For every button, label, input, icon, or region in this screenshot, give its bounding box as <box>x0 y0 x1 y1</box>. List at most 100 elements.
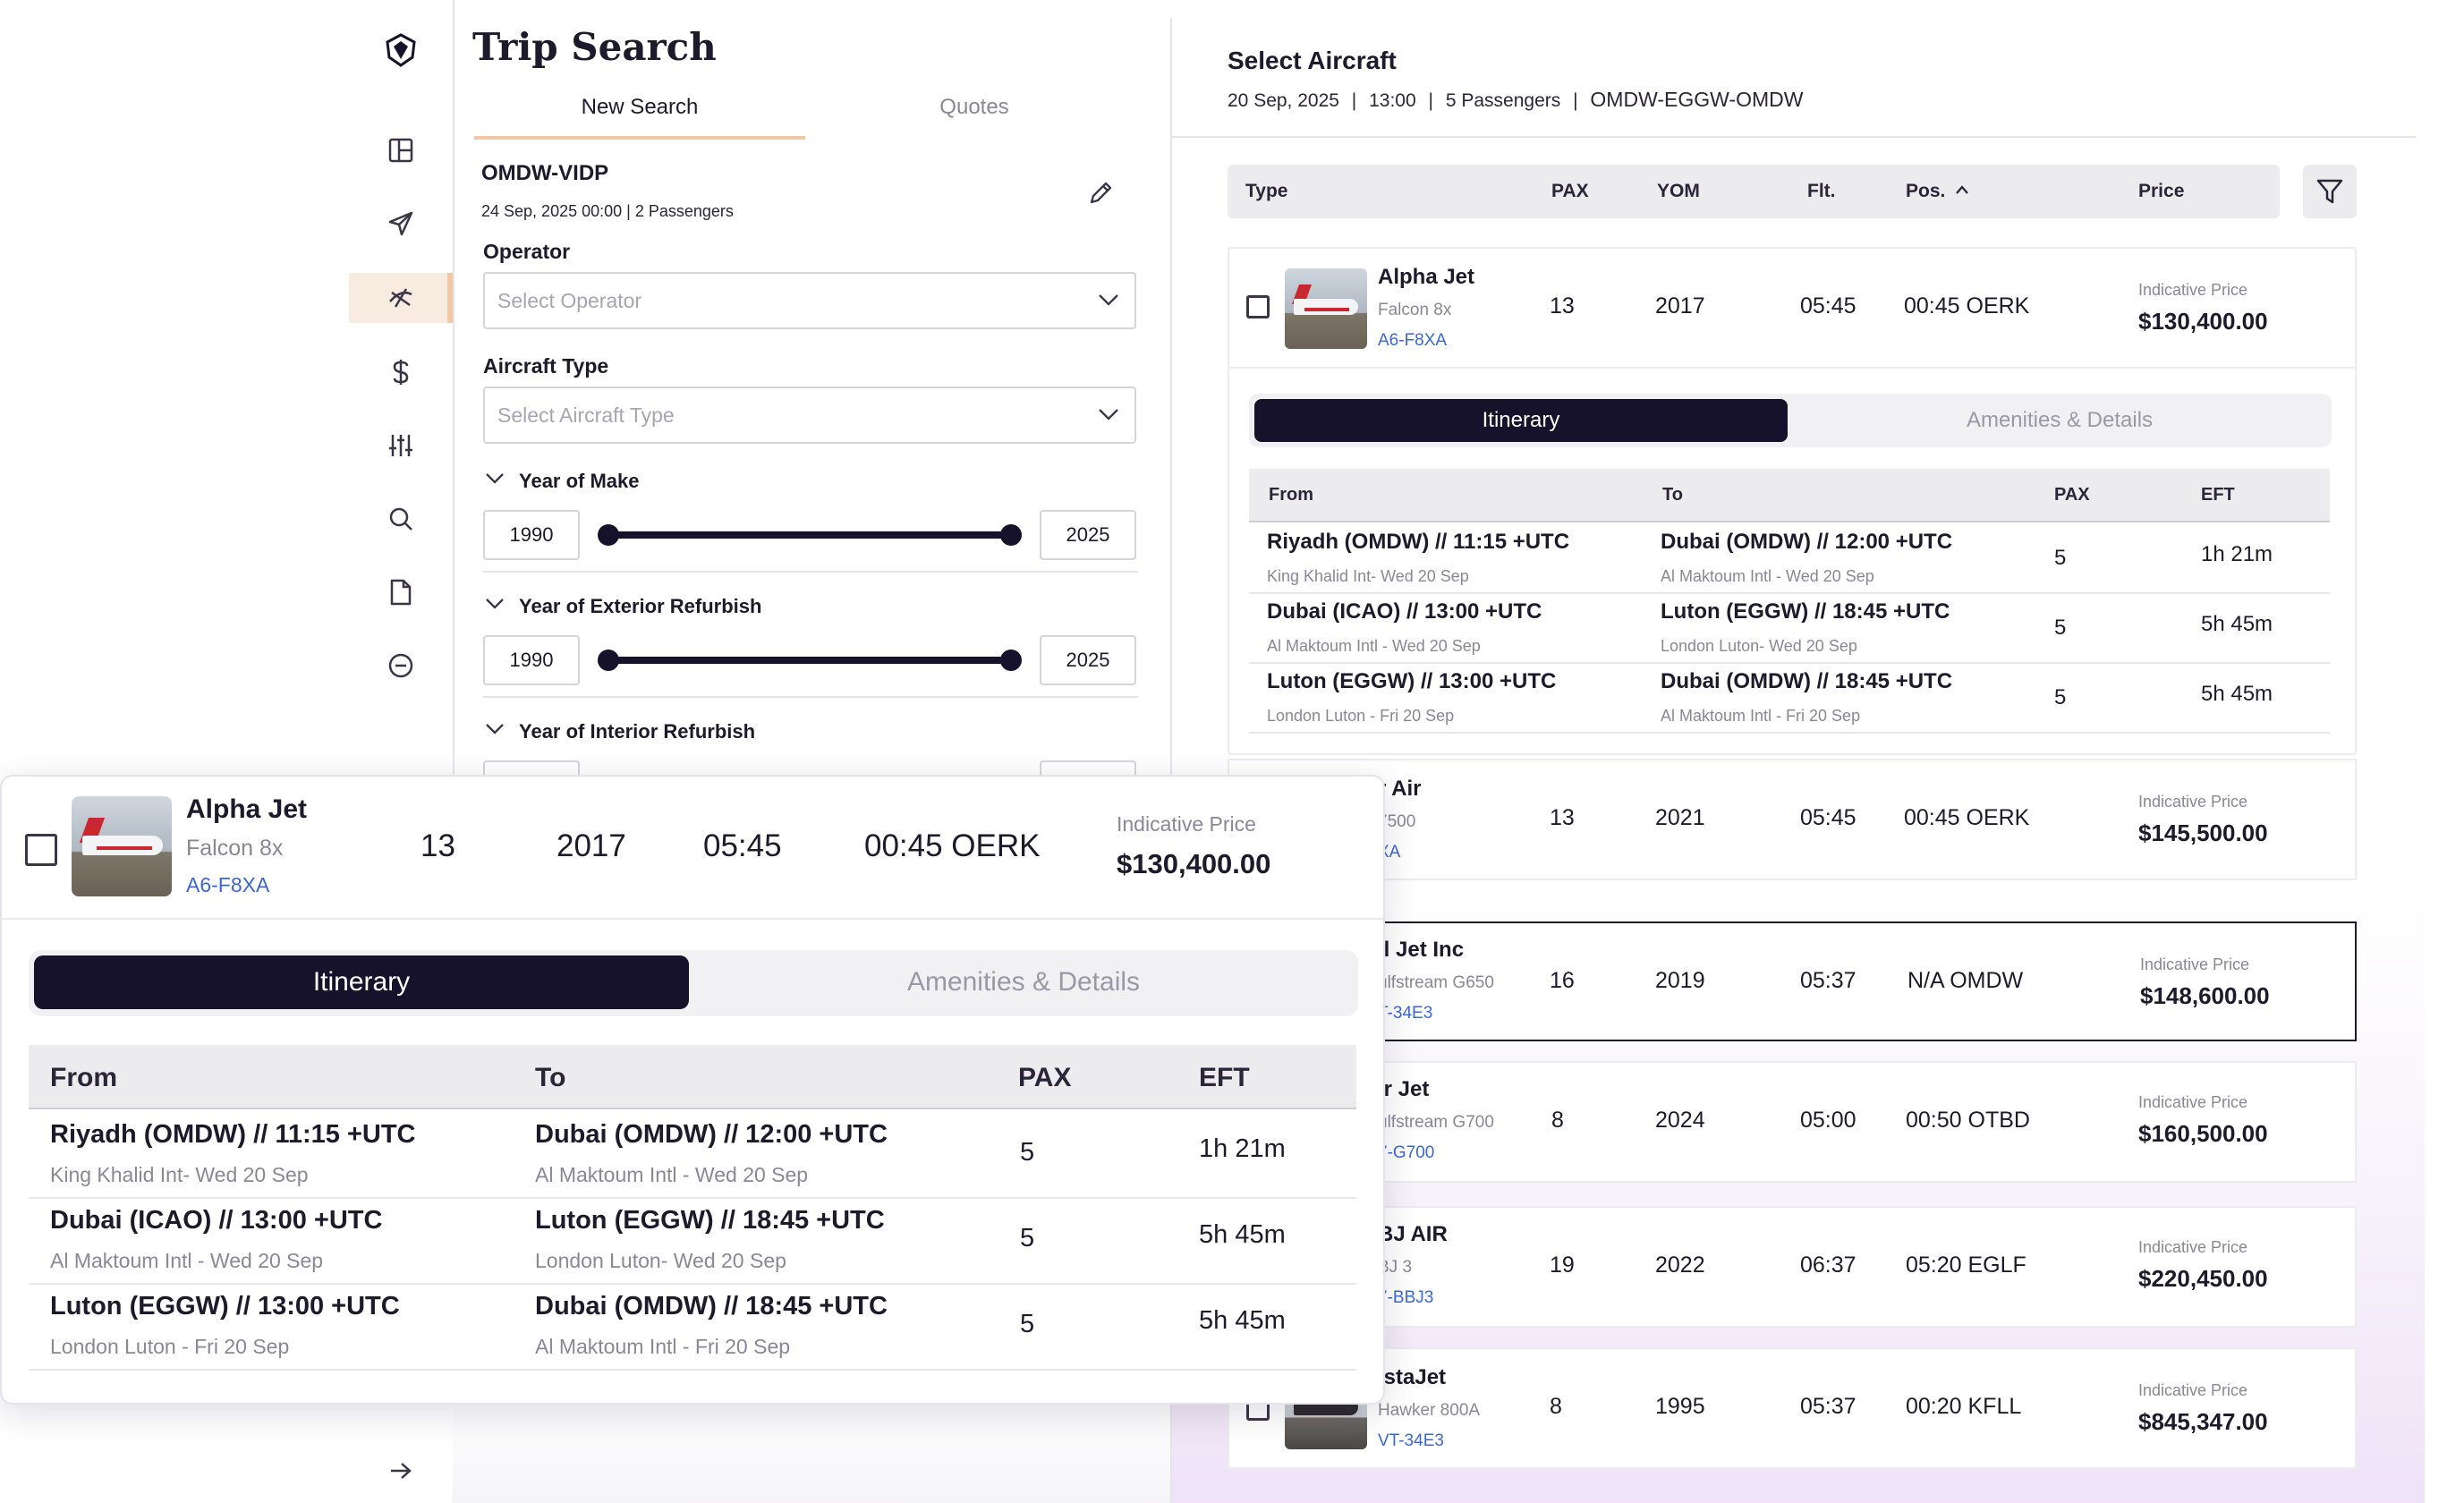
document-icon[interactable] <box>383 574 419 610</box>
card-divider <box>2 918 1383 920</box>
year-of-make-min[interactable]: 1990 <box>483 510 580 560</box>
slider-handle-min[interactable] <box>598 524 619 546</box>
sliders-icon[interactable] <box>383 428 419 463</box>
flt-value: 05:37 <box>1800 968 1856 993</box>
pax-value: 8 <box>1550 1394 1562 1419</box>
year-exterior-max[interactable]: 2025 <box>1040 635 1136 685</box>
pos-value: 05:20 EGLF <box>1906 1252 2026 1278</box>
tab-itinerary[interactable]: Itinerary <box>34 955 689 1009</box>
year-exterior-slider[interactable] <box>608 657 1013 664</box>
sidebar-divider <box>453 0 455 1503</box>
leg-to: Luton (EGGW) // 18:45 +UTC <box>535 1206 885 1235</box>
tab-itinerary[interactable]: Itinerary <box>1254 399 1788 442</box>
send-icon[interactable] <box>383 206 419 242</box>
pax-value: 19 <box>1550 1252 1575 1278</box>
flt-value: 05:37 <box>1800 1394 1856 1419</box>
aircraft-card[interactable] <box>1228 759 2357 880</box>
header-divider <box>1172 136 2416 138</box>
price-value: $145,500.00 <box>2138 819 2268 846</box>
year-interior-label: Year of Interior Refurbish <box>519 720 756 743</box>
divider <box>483 571 1138 573</box>
row-checkbox[interactable] <box>1246 295 1270 318</box>
chevron-down-icon[interactable] <box>485 472 505 489</box>
col-yom[interactable]: YOM <box>1657 181 1700 201</box>
year-of-make-max[interactable]: 2025 <box>1040 510 1136 560</box>
row-checkbox[interactable] <box>25 834 57 866</box>
leg-from: Dubai (ICAO) // 13:00 +UTC <box>1267 599 1542 624</box>
chevron-down-icon[interactable] <box>485 723 505 740</box>
row-divider <box>29 1197 1356 1199</box>
search-route-meta: 24 Sep, 2025 00:00 | 2 Passengers <box>481 202 734 220</box>
sort-up-icon[interactable] <box>1954 183 1970 200</box>
tab-new-search[interactable]: New Search <box>581 95 699 119</box>
col-flt[interactable]: Flt. <box>1807 181 1836 201</box>
year-of-make-label: Year of Make <box>519 470 640 492</box>
leg-to-sub: Al Maktoum Intl - Fri 20 Sep <box>535 1335 791 1358</box>
yom-value: 2021 <box>1655 805 1705 830</box>
edit-icon[interactable] <box>1088 179 1115 210</box>
row-divider <box>1249 732 2330 734</box>
dollar-icon[interactable] <box>383 354 419 390</box>
tab-quotes[interactable]: Quotes <box>939 95 1009 119</box>
row-divider <box>29 1369 1356 1371</box>
yom-value: 2022 <box>1655 1252 1705 1278</box>
leg-eft: 5h 45m <box>1199 1220 1286 1249</box>
leg-pax: 5 <box>1020 1310 1035 1338</box>
aircraft-name: ir Jet <box>1378 1077 1430 1101</box>
aircraft-card[interactable] <box>1228 1347 2357 1469</box>
leg-from: Luton (EGGW) // 13:00 +UTC <box>1267 669 1557 693</box>
leg-from: Riyadh (OMDW) // 11:15 +UTC <box>1267 530 1570 554</box>
tab-amenities[interactable]: Amenities & Details <box>906 967 1141 997</box>
aircraft-reg-link[interactable]: T-34E3 <box>1378 1004 1433 1023</box>
aircraft-model: ulfstream G650 <box>1378 973 1494 992</box>
leg-to-sub: Al Maktoum Intl - Fri 20 Sep <box>1661 707 1861 725</box>
pos-value: N/A OMDW <box>1907 968 2024 993</box>
col-type[interactable]: Type <box>1245 181 1288 201</box>
aircraft-reg-link[interactable]: 7-BBJ3 <box>1378 1288 1434 1307</box>
pax-value: 16 <box>1550 968 1575 993</box>
leg-pax: 5 <box>1020 1138 1035 1167</box>
minus-circle-icon[interactable] <box>383 648 419 684</box>
pax-value: 13 <box>421 828 455 863</box>
leg-from: Dubai (ICAO) // 13:00 +UTC <box>50 1206 383 1235</box>
col-pax: PAX <box>2054 485 2090 505</box>
aircraft-reg-link[interactable]: VT-34E3 <box>1378 1431 1444 1450</box>
chevron-down-icon[interactable] <box>485 598 505 615</box>
row-divider <box>1249 662 2330 664</box>
search-route: OMDW-VIDP <box>481 161 609 185</box>
pos-value: 00:45 OERK <box>1904 293 2030 318</box>
year-of-make-slider[interactable] <box>608 531 1013 539</box>
aircraft-card-selected[interactable] <box>1228 921 2357 1041</box>
aircraft-reg-link[interactable]: A6-F8XA <box>1378 331 1448 350</box>
filter-button[interactable] <box>2303 165 2357 218</box>
slider-handle-max[interactable] <box>1000 524 1022 546</box>
chevron-down-icon <box>1097 406 1120 427</box>
year-exterior-min[interactable]: 1990 <box>483 635 580 685</box>
col-price[interactable]: Price <box>2138 181 2185 201</box>
aircraft-reg-link[interactable]: 7-G700 <box>1378 1143 1435 1162</box>
slider-handle-min[interactable] <box>598 650 619 671</box>
price-value: $130,400.00 <box>1117 848 1271 879</box>
tab-amenities[interactable]: Amenities & Details <box>1966 408 2154 432</box>
col-to: To <box>1662 485 1683 505</box>
flt-value: 05:00 <box>1800 1108 1856 1133</box>
col-pos[interactable]: Pos. <box>1906 181 1946 201</box>
aircraft-type-select[interactable]: Select Aircraft Type <box>483 386 1136 444</box>
col-pax[interactable]: PAX <box>1551 181 1589 201</box>
aircraft-name: BJ AIR <box>1378 1222 1448 1246</box>
search-icon[interactable] <box>383 501 419 537</box>
leg-to: Dubai (OMDW) // 18:45 +UTC <box>1661 669 1953 693</box>
flights-icon[interactable] <box>383 280 419 316</box>
price-label: Indicative Price <box>1117 812 1256 836</box>
leg-pax: 5 <box>2054 546 2067 570</box>
aircraft-reg-link[interactable]: A6-F8XA <box>186 873 270 896</box>
dashboard-icon[interactable] <box>383 132 419 168</box>
aircraft-type-placeholder: Select Aircraft Type <box>497 403 675 427</box>
leg-from-sub: Al Maktoum Intl - Wed 20 Sep <box>50 1249 324 1272</box>
arrow-right-icon[interactable] <box>383 1453 419 1489</box>
slider-handle-max[interactable] <box>1000 650 1022 671</box>
operator-select[interactable]: Select Operator <box>483 272 1136 329</box>
col-pax: PAX <box>1018 1063 1072 1092</box>
leg-from-sub: Al Maktoum Intl - Wed 20 Sep <box>1267 637 1481 655</box>
yom-value: 2017 <box>557 828 626 863</box>
